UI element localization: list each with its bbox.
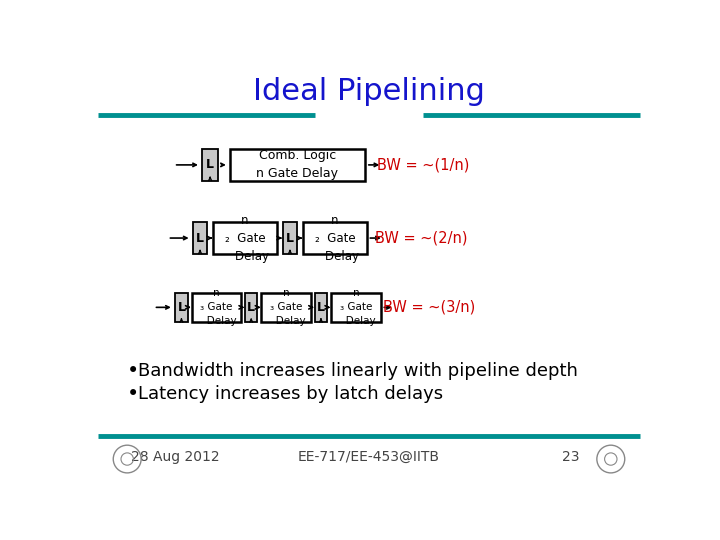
Text: 23: 23 [562,450,580,464]
Text: BW = ~(3/n): BW = ~(3/n) [382,300,474,315]
Bar [283,222,297,254]
Text: L: L [206,158,214,171]
Text: BW = ~(1/n): BW = ~(1/n) [377,157,469,172]
Bar [193,222,207,254]
Text: L: L [177,301,186,314]
Text: L: L [286,232,294,245]
Text: BW = ~(2/n): BW = ~(2/n) [374,231,467,246]
Text: Ideal Pipelining: Ideal Pipelining [253,77,485,106]
Bar [261,293,311,322]
Bar [202,148,218,181]
Bar [315,293,327,322]
Text: •: • [127,384,140,404]
Bar [192,293,241,322]
Bar [213,222,276,254]
Text: Comb. Logic
n Gate Delay: Comb. Logic n Gate Delay [256,150,338,180]
Text: EE-717/EE-453@IITB: EE-717/EE-453@IITB [298,450,440,464]
Text: n
₃ Gate
   Delay: n ₃ Gate Delay [266,288,306,326]
Text: n
₂  Gate
    Delay: n ₂ Gate Delay [220,213,269,262]
Text: n
₃ Gate
   Delay: n ₃ Gate Delay [197,288,236,326]
Bar [175,293,188,322]
Bar [245,293,258,322]
Bar [331,293,381,322]
Text: n
₂  Gate
    Delay: n ₂ Gate Delay [310,213,359,262]
Text: L: L [317,301,325,314]
Bar [303,222,366,254]
Text: L: L [247,301,255,314]
Bar [230,148,365,181]
Text: n
₃ Gate
   Delay: n ₃ Gate Delay [336,288,376,326]
Text: 28 Aug 2012: 28 Aug 2012 [131,450,220,464]
Text: Latency increases by latch delays: Latency increases by latch delays [138,385,444,403]
Text: Bandwidth increases linearly with pipeline depth: Bandwidth increases linearly with pipeli… [138,362,578,380]
Text: L: L [196,232,204,245]
Text: •: • [127,361,140,381]
